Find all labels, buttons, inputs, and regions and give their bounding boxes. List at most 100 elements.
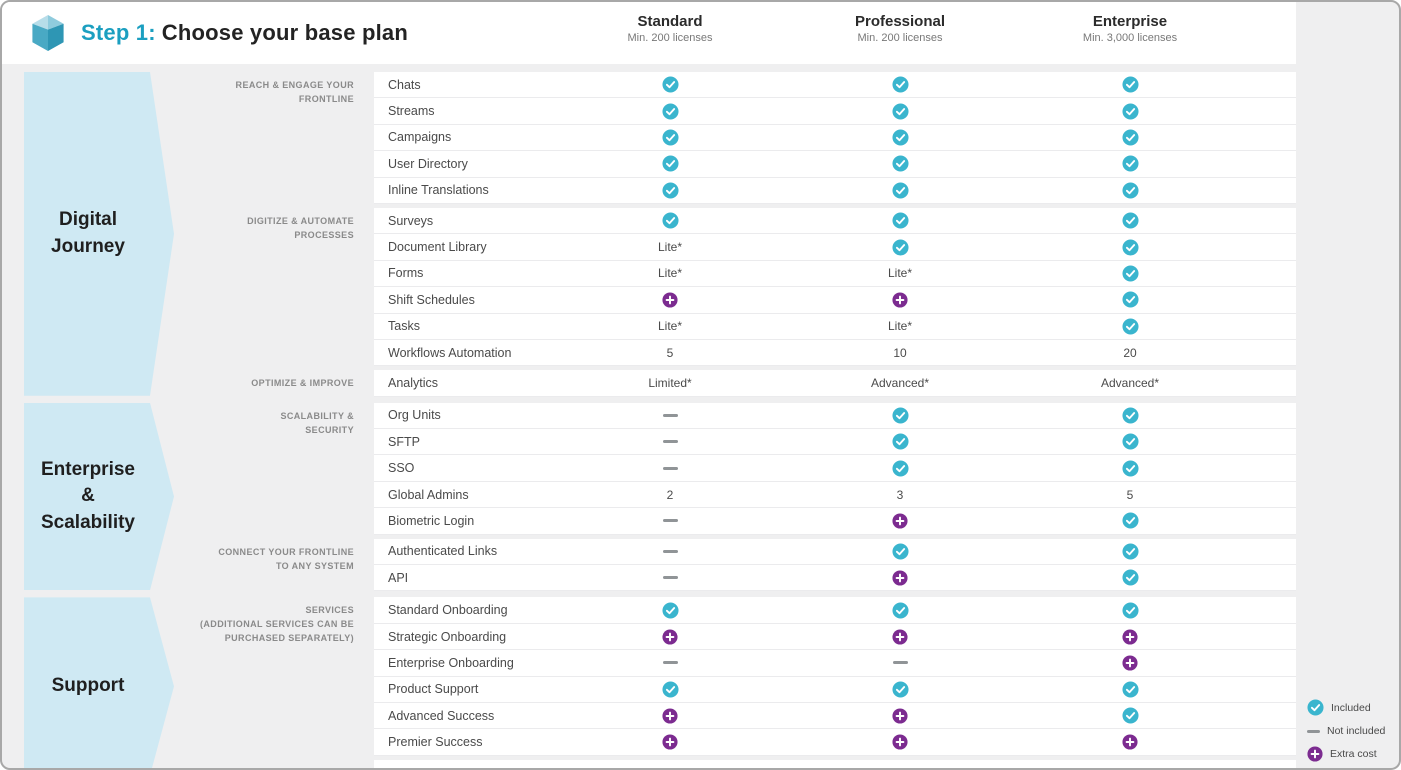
included-check-icon: [1121, 512, 1139, 529]
plan-cell: [555, 103, 785, 120]
group-label-line: PROCESSES: [294, 229, 354, 240]
plan-cell: [1015, 460, 1245, 477]
not-included-dash-icon: [662, 466, 678, 470]
included-check-icon: [891, 239, 909, 256]
plan-cell: [555, 212, 785, 229]
feature-name: Analytics: [388, 375, 439, 390]
plan-cell: Advanced*: [785, 376, 1015, 390]
included-check-icon: [891, 103, 909, 120]
legend-label: Extra cost: [1330, 748, 1377, 760]
feature-row: Tasks Lite* Lite*: [374, 313, 1296, 340]
section-arrow-digital-journey: Digital Journey: [24, 72, 174, 396]
plan-cell: Lite*: [785, 319, 1015, 333]
legend-item-check: Included: [1307, 699, 1385, 716]
not-included-dash-icon: [1307, 729, 1320, 733]
plan-headers-spacer: [374, 13, 555, 44]
feature-name: API: [388, 570, 409, 585]
plan-cell-value: Advanced*: [1100, 375, 1160, 390]
plan-cell: [1015, 734, 1245, 750]
plan-name: Professional: [854, 13, 946, 30]
plan-cell: [785, 182, 1015, 199]
group-label: DIGITIZE & AUTOMATE PROCESSES: [159, 215, 354, 243]
feature-name: Inline Translations: [388, 183, 489, 198]
feature-group: REACH & ENGAGE YOUR FRONTLINE Chats Streams…: [236, 72, 1296, 204]
included-check-icon: [661, 681, 679, 698]
plan-cell: [785, 292, 1015, 308]
legend-item-dash: Not included: [1307, 725, 1385, 737]
plan-cell: [1015, 212, 1245, 229]
group-label: SCALABILITY & SECURITY: [159, 410, 354, 438]
plan-cell: [1015, 655, 1245, 671]
plan-cell: [785, 76, 1015, 93]
plan-cell: [1015, 239, 1245, 256]
plan-header-enterprise[interactable]: Enterprise Min. 3,000 licenses: [1015, 13, 1245, 44]
included-check-icon: [1121, 543, 1139, 560]
included-check-icon: [661, 129, 679, 146]
plan-cell-value: 20: [1123, 345, 1137, 360]
plan-min-licenses: Min. 3,000 licenses: [1082, 32, 1178, 44]
included-check-icon: [891, 681, 909, 698]
group-label-line: TO ANY SYSTEM: [275, 560, 354, 571]
included-check-icon: [661, 212, 679, 229]
group-label-line: SECURITY: [305, 424, 354, 435]
included-check-icon: [1121, 602, 1139, 619]
included-check-icon: [1121, 407, 1139, 424]
included-check-icon: [1121, 265, 1139, 282]
extra-cost-plus-icon: [892, 628, 908, 645]
plan-cell: 5: [555, 346, 785, 360]
plan-cell: Lite*: [785, 266, 1015, 280]
plan-cell-value: 5: [666, 345, 674, 360]
plan-cell-value: Advanced*: [870, 375, 930, 390]
plan-header-standard[interactable]: Standard Min. 200 licenses: [555, 13, 785, 44]
feature-row: Workflows Automation 5 10 20: [374, 339, 1296, 367]
extra-cost-plus-icon: [1122, 655, 1138, 671]
feature-row: Strategic Onboarding: [374, 623, 1296, 651]
group-label-line: PURCHASED SEPARATELY): [224, 633, 354, 644]
page-title: Step 1: Choose your base plan: [81, 20, 408, 46]
plan-column-headers: Standard Min. 200 licenses Professional Min…: [374, 13, 1296, 44]
included-check-icon: [891, 212, 909, 229]
included-check-icon: [891, 76, 909, 93]
feature-group: SERVICES (ADDITIONAL SERVICES CAN BE PURCH…: [200, 597, 1296, 756]
plan-cell: [555, 413, 785, 417]
plan-cell: [1015, 103, 1245, 120]
brand: Step 1: Choose your base plan: [30, 14, 408, 52]
plan-cell: [785, 460, 1015, 477]
included-check-icon: [891, 602, 909, 619]
feature-row: SSO: [374, 455, 1296, 482]
group-label: SERVICES (ADDITIONAL SERVICES CAN BE PURCH…: [159, 604, 354, 646]
section-title-line: Enterprise: [41, 458, 135, 480]
included-check-icon: [1121, 460, 1139, 477]
plan-cell: Advanced*: [1015, 376, 1245, 390]
plan-cell: [785, 129, 1015, 146]
plan-cell: Lite*: [555, 266, 785, 280]
plan-cell: [1015, 318, 1245, 335]
feature-name: Tasks: [388, 319, 420, 334]
included-check-icon: [1121, 291, 1139, 308]
plan-cell: [1015, 155, 1245, 172]
plan-header-professional[interactable]: Professional Min. 200 licenses: [785, 13, 1015, 44]
feature-name: SSO: [388, 461, 415, 476]
plan-cell: [555, 519, 785, 523]
extra-cost-plus-icon: [892, 513, 908, 529]
feature-name: User Directory: [388, 156, 468, 171]
feature-name: Product Support: [388, 682, 479, 697]
plan-cell: [785, 433, 1015, 450]
feature-group: SCALABILITY & SECURITY Org Units SFTP SSO Glo…: [280, 402, 1296, 535]
feature-group: OPTIMIZE & IMPROVE Analytics Limited* Advan…: [251, 370, 1296, 397]
plan-cell: [1015, 182, 1245, 199]
group-label-line: SCALABILITY &: [280, 410, 354, 421]
group-label-line: (ADDITIONAL SERVICES CAN BE: [200, 619, 354, 630]
group-label: REACH & ENGAGE YOUR FRONTLINE: [159, 79, 354, 107]
not-included-dash-icon: [662, 661, 678, 665]
plan-cell: [555, 661, 785, 665]
group-label-line: DIGITIZE & AUTOMATE: [247, 215, 354, 226]
plan-cell-value: Lite*: [657, 319, 683, 334]
legend-label: Included: [1331, 701, 1371, 714]
included-check-icon: [1121, 129, 1139, 146]
feature-name: Campaigns: [388, 130, 452, 145]
not-included-dash-icon: [662, 549, 678, 553]
feature-row: Surveys: [374, 207, 1296, 235]
plan-cell: [555, 549, 785, 553]
plan-cell: Limited*: [555, 376, 785, 390]
